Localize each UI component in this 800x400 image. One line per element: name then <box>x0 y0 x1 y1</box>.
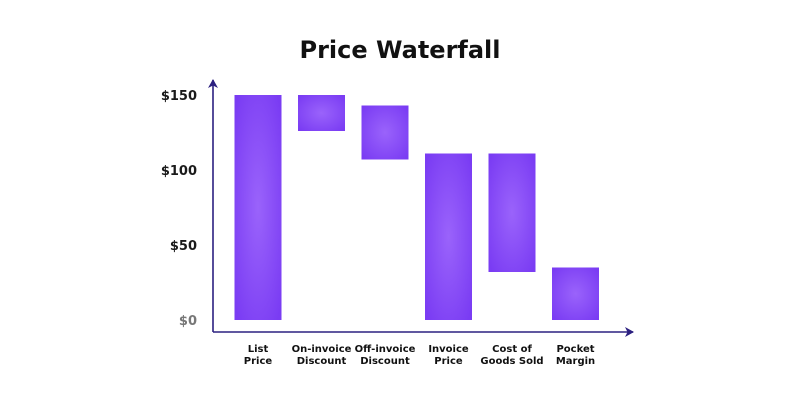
x-tick-label-line: Pocket <box>556 344 594 355</box>
x-tick-label: Invoice Price <box>428 344 469 367</box>
y-tick-label: $50 <box>170 239 197 254</box>
bar-list-price <box>234 95 282 320</box>
x-tick-label-line: Cost of <box>492 344 532 355</box>
chart-title: Price Waterfall <box>300 36 501 64</box>
x-tick-label-line: Invoice <box>428 344 469 355</box>
x-tick-label-line: Price <box>244 356 273 367</box>
x-tick-label: Pocket Margin <box>556 344 595 367</box>
x-tick-label: Off-invoice Discount <box>355 344 416 367</box>
bar-cost-of-goods-sold <box>488 153 536 272</box>
bars-layer <box>234 95 599 320</box>
bar-on-invoice-discount <box>298 95 345 131</box>
y-axis-ticks: $0 $50 $100 $150 <box>161 89 197 329</box>
x-tick-label-line: Off-invoice <box>355 344 416 355</box>
y-tick-label: $100 <box>161 164 197 179</box>
x-tick-label-line: List <box>248 344 269 355</box>
x-tick-label: Cost of Goods Sold <box>480 344 543 367</box>
x-tick-label: List Price <box>244 344 273 367</box>
bar-pocket-margin <box>552 267 599 320</box>
y-tick-label: $0 <box>179 314 197 329</box>
x-tick-label-line: Goods Sold <box>480 356 543 367</box>
bar-invoice-price <box>425 153 472 320</box>
y-tick-label: $150 <box>161 89 197 104</box>
x-tick-label-line: On-invoice <box>292 344 352 355</box>
x-tick-label-line: Margin <box>556 356 595 367</box>
x-tick-label: On-invoice Discount <box>292 344 352 367</box>
x-tick-label-line: Price <box>434 356 463 367</box>
x-tick-label-line: Discount <box>360 356 410 367</box>
bar-off-invoice-discount <box>361 105 409 160</box>
x-tick-label-line: Discount <box>297 356 347 367</box>
